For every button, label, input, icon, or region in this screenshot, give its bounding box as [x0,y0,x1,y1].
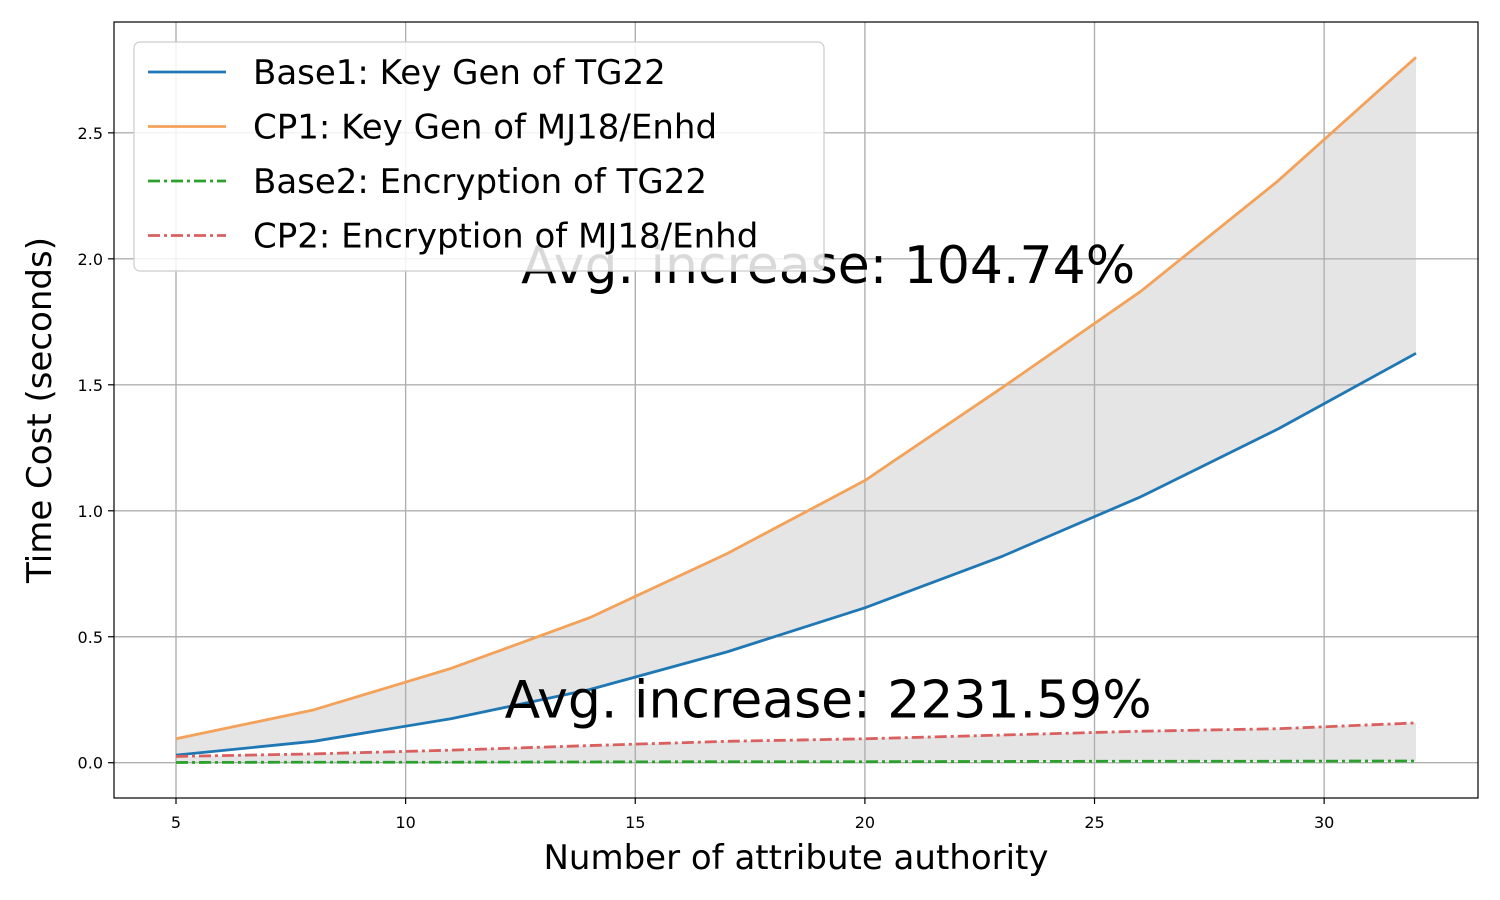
legend-label-cp1: CP1: Key Gen of MJ18/Enhd [253,108,717,148]
series-lines [175,56,1417,764]
y-tick-label: 0.0 [78,754,103,773]
y-tick-label: 2.5 [78,124,103,143]
series-line-0 [175,352,1417,757]
x-tick-label: 5 [171,813,181,832]
x-tick-label: 25 [1084,813,1104,832]
y-tick-label: 0.5 [78,628,103,647]
x-tick-label: 10 [395,813,415,832]
legend-label-base2: Base2: Encryption of TG22 [253,162,707,202]
y-tick-label: 1.0 [78,502,103,521]
y-axis-ticks: 0.0 0.5 1.0 1.5 2.0 2.5 [78,124,114,773]
plot-frame [113,21,1479,799]
legend-box [133,41,825,272]
annotation-encryption: Avg. increase: 2231.59% [505,670,1152,730]
x-tick-label: 30 [1314,813,1334,832]
y-tick-label: 2.0 [78,250,103,269]
x-tick-label: 15 [625,813,645,832]
series-line-1 [175,56,1417,741]
y-tick-label: 1.5 [78,376,103,395]
y-axis-label: Time Cost (seconds) [20,237,60,584]
x-axis-ticks: 5 10 15 20 25 30 [171,798,1334,832]
fill-region-0 [176,57,1416,756]
x-tick-label: 20 [855,813,875,832]
x-axis-label: Number of attribute authority [543,838,1048,878]
legend: Base1: Key Gen of TG22 CP1: Key Gen of M… [133,41,825,272]
legend-label-base1: Base1: Key Gen of TG22 [253,53,666,93]
legend-label-cp2: CP2: Encryption of MJ18/Enhd [253,217,758,257]
